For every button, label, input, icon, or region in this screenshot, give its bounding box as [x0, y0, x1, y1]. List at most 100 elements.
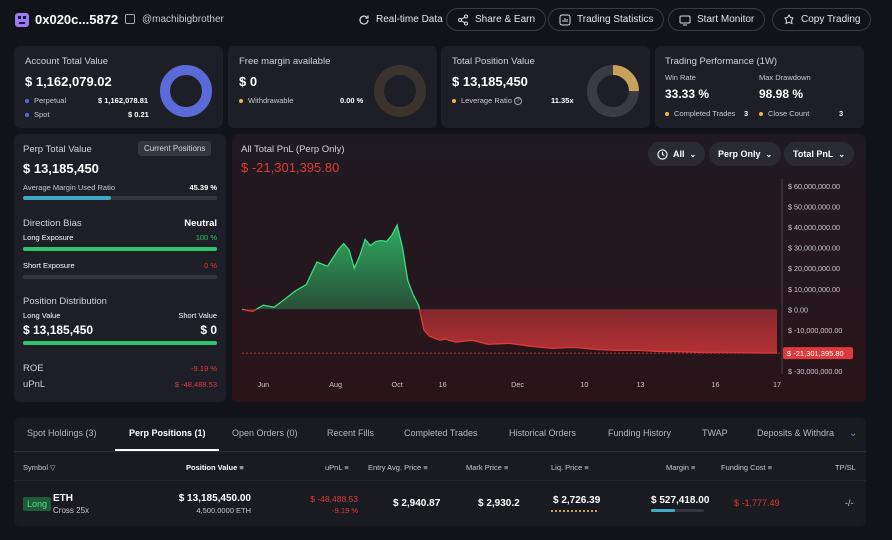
mark-price-cell: $ 2,930.2 — [478, 498, 520, 509]
clock-icon — [657, 148, 668, 160]
win-rate-label: Win Rate — [665, 73, 696, 82]
sort-icon: ≡ — [503, 463, 509, 472]
copy-trading-label: Copy Trading — [801, 14, 861, 25]
col-upnl[interactable]: uPnL ≡ — [325, 463, 349, 472]
share-icon — [458, 14, 468, 25]
position-size-cell: 4,500.0000 ETH — [196, 506, 251, 515]
tab-divider — [14, 451, 866, 452]
short-value-label: Short Value — [178, 311, 217, 320]
trading-statistics-label: Trading Statistics — [577, 14, 654, 25]
share-earn-button[interactable]: Share & Earn — [446, 8, 547, 31]
entry-price-cell: $ 2,940.87 — [393, 498, 441, 509]
tab-2[interactable]: Open Orders (0) — [232, 428, 298, 438]
copy-trading-icon — [784, 13, 794, 24]
x-tick-label: 16 — [711, 380, 719, 389]
margin-used-value: 45.39 % — [189, 183, 217, 192]
col-tpsl: TP/SL — [835, 463, 856, 472]
long-total-value: $ 13,185,450 — [23, 323, 94, 337]
margin-donut — [374, 65, 426, 117]
y-tick-label: $ -10,000,000.00 — [788, 326, 842, 335]
copy-trading-button[interactable]: Copy Trading — [772, 8, 872, 31]
tab-3[interactable]: Recent Fills — [327, 428, 375, 438]
perp-total-title: Perp Total Value — [23, 144, 92, 155]
pnl-type-value: Total PnL — [793, 149, 834, 159]
col-funding-cost[interactable]: Funding Cost ≡ — [721, 463, 773, 472]
position-value: $ 13,185,450 — [452, 74, 528, 89]
copy-icon[interactable] — [125, 14, 135, 24]
sort-icon: ≡ — [691, 463, 696, 472]
direction-bias-value: Neutral — [184, 218, 217, 229]
tab-6[interactable]: Funding History — [608, 428, 672, 438]
account-value-card: Account Total Value $ 1,162,079.02 Perpe… — [14, 46, 223, 128]
current-positions-badge[interactable]: Current Positions — [138, 141, 212, 156]
withdrawable-label: Withdrawable — [239, 96, 293, 105]
completed-trades-label: Completed Trades — [665, 109, 735, 118]
pnl-chart-title: All Total PnL (Perp Only) — [241, 144, 345, 155]
tab-7[interactable]: TWAP — [702, 428, 728, 438]
x-tick-label: 13 — [637, 380, 645, 389]
sort-icon: ≡ — [767, 463, 773, 472]
margin-cell: $ 527,418.00 — [651, 495, 710, 506]
position-donut — [587, 65, 639, 117]
tab-5[interactable]: Historical Orders — [509, 428, 577, 438]
margin-ratio-bar — [651, 509, 704, 512]
start-monitor-label: Start Monitor — [697, 14, 755, 25]
roe-label: ROE — [23, 363, 44, 374]
symbol-name[interactable]: ETH — [53, 493, 73, 504]
upnl-value: $ -48,488.53 — [174, 380, 217, 389]
col-position-value[interactable]: Position Value ≡ — [186, 463, 244, 472]
margin-used-bar — [23, 196, 217, 200]
tab-8[interactable]: Deposits & Withdra — [757, 428, 835, 438]
y-tick-label: $ 40,000,000.00 — [788, 223, 840, 232]
time-range-select[interactable]: All ⌄ — [648, 142, 706, 166]
account-value: $ 1,162,079.02 — [25, 74, 112, 89]
trading-statistics-button[interactable]: Trading Statistics — [548, 8, 665, 31]
tab-1[interactable]: Perp Positions (1) — [129, 428, 206, 438]
y-tick-label: $ 60,000,000.00 — [788, 182, 840, 191]
pnl-chart[interactable]: $ 60,000,000.00 $ 50,000,000.00 $ 40,000,0… — [232, 134, 866, 402]
col-liq-price[interactable]: Liq. Price ≡ — [551, 463, 589, 472]
perp-summary-panel: Perp Total Value Current Positions $ 13,… — [14, 134, 226, 402]
positions-section — [14, 418, 866, 526]
user-handle[interactable]: @machibigbrother — [142, 14, 224, 25]
tpsl-cell[interactable]: -/- — [845, 498, 854, 508]
x-tick-label: 16 — [439, 380, 447, 389]
current-value-tag — [783, 347, 853, 360]
liq-distance-indicator — [551, 510, 599, 512]
col-mark-price[interactable]: Mark Price ≡ — [466, 463, 509, 472]
position-value-title: Total Position Value — [452, 56, 535, 67]
col-margin[interactable]: Margin ≡ — [666, 463, 696, 472]
perpetual-label: Perpetual — [25, 96, 66, 105]
pnl-area-positive — [242, 225, 777, 310]
realtime-data-label: Real-time Data — [376, 14, 443, 25]
col-entry-price[interactable]: Entry Avg. Price ≡ — [368, 463, 428, 472]
start-monitor-button[interactable]: Start Monitor — [668, 8, 766, 31]
spot-label: Spot — [25, 110, 49, 119]
sort-icon: ≡ — [344, 463, 349, 472]
active-tab-indicator — [115, 449, 219, 451]
side-badge: Long — [23, 497, 52, 511]
y-tick-label: $ 30,000,000.00 — [788, 244, 840, 253]
col-symbol[interactable]: Symbol ▽ — [23, 463, 56, 472]
sort-icon: ≡ — [239, 463, 244, 472]
leverage-value: 11.35x — [551, 96, 574, 105]
time-range-value: All — [673, 149, 685, 159]
pnl-area-negative — [242, 309, 777, 354]
logo-icon — [15, 13, 29, 27]
short-exposure-value: 0 % — [204, 261, 217, 270]
upnl-label: uPnL — [23, 379, 46, 390]
pnl-type-select[interactable]: Total PnL ⌄ — [784, 142, 855, 166]
tab-0[interactable]: Spot Holdings (3) — [27, 428, 97, 438]
account-value-title: Account Total Value — [25, 56, 109, 67]
sort-icon: ≡ — [584, 463, 589, 472]
liq-price-cell: $ 2,726.39 — [553, 495, 601, 506]
tab-4[interactable]: Completed Trades — [404, 428, 478, 438]
more-tabs-chevron-icon[interactable]: ⌄ — [849, 428, 858, 439]
pnl-line-positive — [241, 223, 421, 310]
current-value-label: $ -21,301,395.80 — [787, 349, 844, 358]
market-type-select[interactable]: Perp Only ⌄ — [709, 142, 782, 166]
trading-performance-card: Trading Performance (1W) Win Rate 33.33 … — [655, 46, 864, 128]
y-tick-label: $ 50,000,000.00 — [788, 203, 840, 212]
x-tick-label: 17 — [773, 380, 781, 389]
realtime-data-button[interactable]: Real-time Data — [348, 8, 453, 31]
